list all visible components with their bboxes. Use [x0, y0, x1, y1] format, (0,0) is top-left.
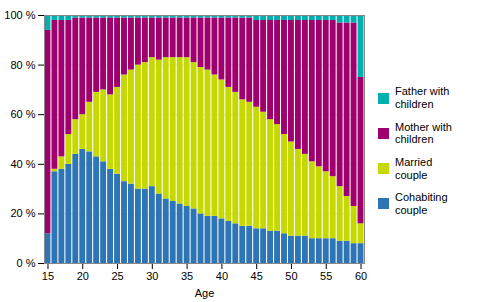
svg-text:35: 35	[181, 270, 193, 282]
svg-text:30: 30	[146, 270, 158, 282]
svg-text:20: 20	[77, 270, 89, 282]
svg-text:60: 60	[355, 270, 367, 282]
svg-text:50: 50	[285, 270, 297, 282]
svg-text:40 %: 40 %	[10, 158, 35, 170]
html-text:Cohabiting couple: Cohabiting couple	[395, 191, 448, 216]
svg-text:60 %: 60 %	[10, 108, 35, 120]
svg-text:Age: Age	[195, 287, 215, 299]
svg-text:40: 40	[216, 270, 228, 282]
svg-text:80 %: 80 %	[10, 59, 35, 71]
html-text:Mother with children: Mother with children	[395, 120, 452, 146]
svg-text:100 %: 100 %	[4, 9, 35, 21]
svg-text:15: 15	[42, 270, 54, 282]
svg-text:20 %: 20 %	[10, 207, 35, 219]
html-text:Father with children: Father with children	[395, 85, 450, 111]
svg-text:0 %: 0 %	[17, 257, 36, 269]
html-text:Married couple: Married couple	[395, 156, 433, 181]
svg-text:25: 25	[111, 270, 123, 282]
svg-text:45: 45	[251, 270, 263, 282]
svg-text:55: 55	[320, 270, 332, 282]
